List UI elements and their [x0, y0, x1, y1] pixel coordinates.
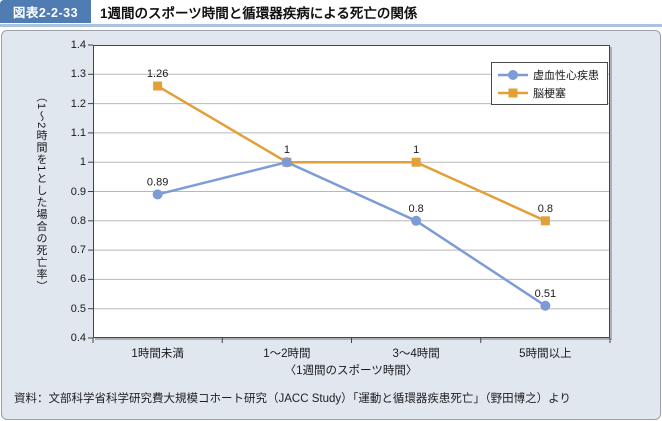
- y-tick-label: 0.4: [70, 332, 86, 344]
- y-axis-title-wrap: （1～2時間を1とした場合の死亡率）: [28, 45, 54, 338]
- y-axis-title: （1～2時間を1とした場合の死亡率）: [35, 90, 47, 293]
- y-tick-label: 1.2: [70, 97, 86, 110]
- legend-label: 虚血性心疾患: [533, 69, 599, 82]
- y-tick-label: 1.4: [70, 39, 86, 51]
- figure-number-badge: 図表2-2-33: [0, 0, 91, 23]
- figure-title: 1週間のスポーツ時間と循環器疾病による死亡の関係: [100, 5, 418, 21]
- y-tick-label: 0.7: [70, 244, 86, 257]
- legend-marker-circle: [498, 69, 528, 80]
- x-category-label: 3～4時間: [392, 348, 440, 360]
- x-axis-title: 〈1週間のスポーツ時間〉: [284, 365, 418, 377]
- y-tick-label: 0.6: [70, 273, 86, 286]
- y-tick-label: 1.3: [70, 68, 86, 81]
- legend-item: 虚血性心疾患: [498, 67, 601, 82]
- y-tick-label: 1: [79, 156, 86, 169]
- header-divider: [0, 24, 662, 27]
- legend: 虚血性心疾患 脳梗塞: [491, 62, 608, 105]
- legend-marker-square: [498, 88, 528, 97]
- x-category-label: 1～2時間: [263, 348, 311, 360]
- x-category-label: 5時間以上: [519, 348, 572, 360]
- y-tick-label: 0.5: [70, 302, 86, 315]
- source-note: 資料：文部科学省科学研究費大規模コホート研究（JACC Study）「運動と循環…: [14, 393, 571, 405]
- x-category-label: 1時間未満: [131, 348, 184, 360]
- y-tick-label: 1.1: [70, 126, 86, 139]
- y-tick-label: 0.8: [70, 214, 86, 227]
- y-tick-label: 0.9: [70, 185, 86, 198]
- legend-item: 脳梗塞: [498, 85, 601, 100]
- legend-label: 脳梗塞: [533, 87, 566, 100]
